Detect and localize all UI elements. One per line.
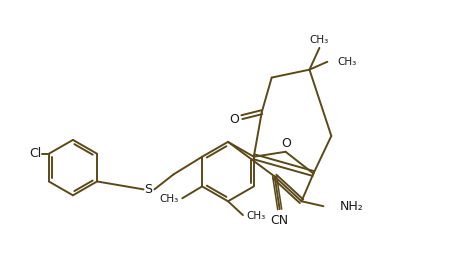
Text: O: O (229, 113, 238, 125)
Text: CH₃: CH₃ (336, 57, 356, 67)
Text: NH₂: NH₂ (339, 200, 362, 213)
Text: CH₃: CH₃ (309, 35, 328, 45)
Text: CN: CN (270, 214, 288, 227)
Text: S: S (144, 183, 152, 196)
Text: O: O (281, 137, 291, 150)
Text: CH₃: CH₃ (159, 194, 178, 204)
Text: Cl: Cl (29, 147, 41, 160)
Text: CH₃: CH₃ (246, 211, 266, 221)
